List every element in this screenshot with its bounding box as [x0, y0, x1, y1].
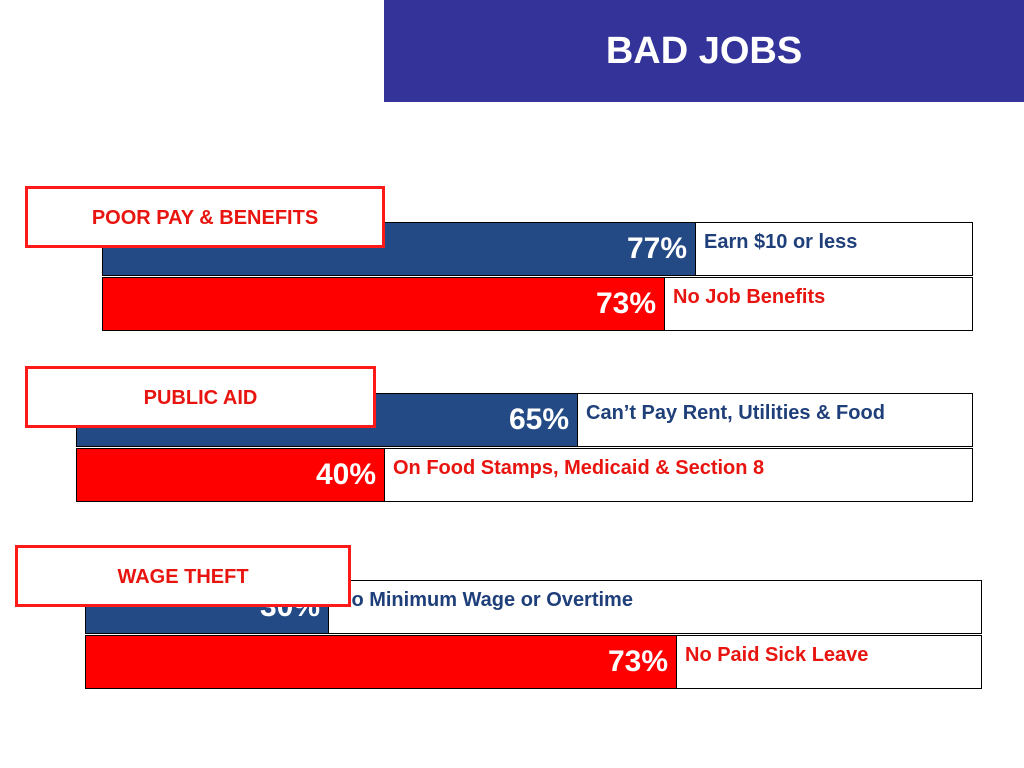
bar-description: On Food Stamps, Medicaid & Section 8	[393, 457, 765, 479]
category-label: POOR PAY & BENEFITS	[91, 207, 319, 229]
bar-fill: 73%	[103, 278, 665, 330]
bar-description: Earn $10 or less	[704, 231, 858, 253]
bar-description: Can’t Pay Rent, Utilities & Food	[586, 402, 885, 424]
page-title: BAD JOBS	[605, 29, 803, 72]
bar-fill: 73%	[86, 636, 677, 688]
bar-value-label: 65%	[508, 403, 569, 436]
bar-row: 77% Earn $10 or less	[102, 222, 973, 276]
bar-description: No Minimum Wage or Overtime	[337, 589, 633, 611]
bar-fill: 40%	[77, 449, 385, 501]
bar-value-label: 40%	[315, 458, 376, 491]
category-label-box: PUBLIC AID	[25, 366, 376, 428]
bar-row: 40% On Food Stamps, Medicaid & Section 8	[76, 448, 973, 502]
bar-value-label: 77%	[626, 232, 687, 265]
bar-value-label: 73%	[607, 645, 668, 678]
bar-row: 73% No Job Benefits	[102, 277, 973, 331]
bar-description: No Job Benefits	[673, 286, 826, 308]
bar-row: 73% No Paid Sick Leave	[85, 635, 982, 689]
category-label: WAGE THEFT	[117, 566, 249, 588]
category-label-box: POOR PAY & BENEFITS	[25, 186, 385, 248]
category-label: PUBLIC AID	[143, 387, 258, 409]
title-banner: BAD JOBS	[384, 0, 1024, 102]
bar-description: No Paid Sick Leave	[685, 644, 869, 666]
bar-value-label: 73%	[595, 287, 656, 320]
category-label-box: WAGE THEFT	[15, 545, 351, 607]
bar-fill: 77%	[103, 223, 696, 275]
